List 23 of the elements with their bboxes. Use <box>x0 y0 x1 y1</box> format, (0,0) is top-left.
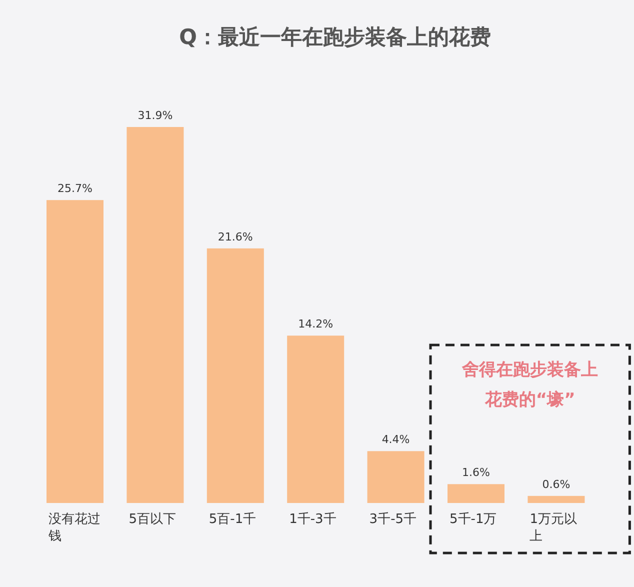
bar <box>448 484 504 503</box>
data-label: 25.7% <box>58 182 92 196</box>
x-tick-label: 5百以下 <box>128 512 176 527</box>
bar <box>287 336 344 503</box>
data-label: 0.6% <box>542 478 570 491</box>
data-label: 31.9% <box>138 109 173 122</box>
bar <box>46 200 104 503</box>
bar <box>528 496 585 503</box>
x-tick-label: 1千-3千 <box>289 512 336 527</box>
data-label: 14.2% <box>298 318 334 331</box>
bar <box>206 248 264 503</box>
x-tick-label: 3千-5千 <box>369 512 417 527</box>
x-tick-label: 没有花过钱 <box>48 512 100 544</box>
x-tick-label: 5百-1千 <box>208 512 256 527</box>
chart-title: Q：最近一年在跑步装备上的花费 <box>179 25 491 49</box>
bar <box>126 127 184 503</box>
data-label: 1.6% <box>462 466 490 480</box>
annotation: 舍得在跑步装备上花费的“壕” <box>461 360 598 410</box>
x-tick-label: 5千-1万 <box>450 512 497 527</box>
x-tick-label: 1万元以上 <box>530 512 577 544</box>
data-label: 21.6% <box>218 230 253 244</box>
data-label: 4.4% <box>382 433 410 446</box>
bar <box>367 451 424 503</box>
